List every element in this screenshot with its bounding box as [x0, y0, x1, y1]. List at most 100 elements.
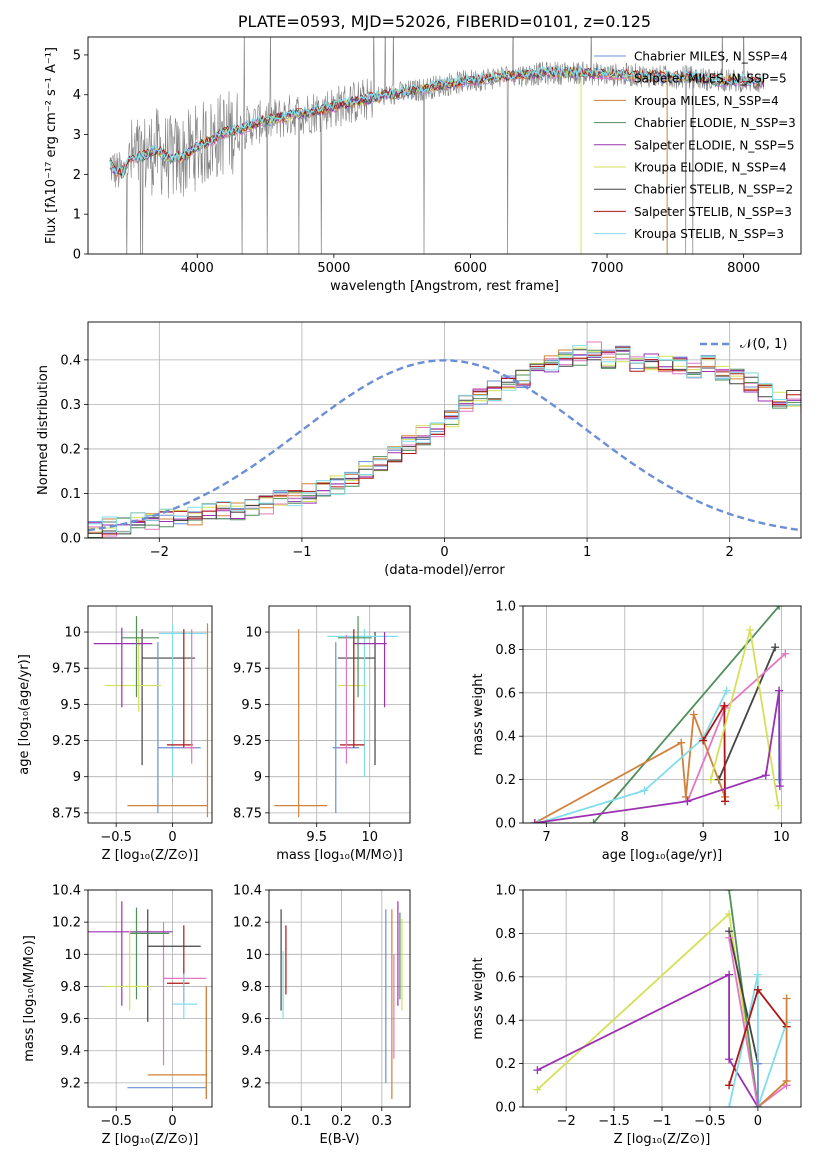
histogram-8: [88, 345, 801, 533]
tick-label-y: 2: [73, 168, 81, 183]
tick-label-y: 0.2: [60, 442, 81, 457]
tick-label-y: 0.8: [495, 643, 516, 658]
tick-label-x: −0.5: [100, 830, 132, 845]
marker-plus: [753, 1103, 762, 1107]
marker-plus: [589, 819, 598, 823]
tick-label-y: 9.75: [52, 662, 81, 677]
histogram-5: [88, 347, 801, 533]
tick-label-y: 0.4: [60, 353, 81, 368]
axis-label-x: wavelength [Angstrom, rest frame]: [330, 279, 559, 294]
tick-label-y: 0: [73, 248, 81, 263]
tick-label-y: 9.2: [241, 1076, 262, 1091]
tick-label-y: 3: [73, 128, 81, 143]
marker-plus: [775, 782, 784, 791]
marker-plus: [677, 738, 686, 747]
tick-label-x: 9.5: [306, 830, 327, 845]
axis-label-x: E(B-V): [319, 1132, 359, 1147]
marker-plus: [746, 625, 755, 634]
legend-label: Kroupa MILES, N_SSP=4: [634, 94, 779, 108]
marker-plus: [725, 1081, 734, 1090]
tick-label-y: 9.6: [60, 1012, 81, 1027]
weight-lines: [533, 890, 791, 1107]
tick-label-y: 10.4: [233, 884, 262, 899]
axes-frame: [87, 36, 802, 255]
weight-line-3: [592, 606, 780, 823]
marker-plus: [640, 786, 649, 795]
tick-label-y: 10.4: [52, 884, 81, 899]
tick-label-y: 10: [64, 626, 81, 641]
tick-label-x: 10: [361, 830, 378, 845]
marker-plus: [689, 710, 698, 719]
marker-plus: [753, 970, 762, 979]
legend-label: Salpeter STELIB, N_SSP=3: [634, 205, 792, 219]
marker-plus: [699, 736, 708, 745]
axis-label-y: mass weight: [471, 673, 486, 755]
model-line-8: [109, 64, 765, 177]
axes-frame: [87, 889, 213, 1108]
tick-label-y: 9.8: [60, 980, 81, 995]
tick-label-x: −1.5: [598, 1114, 630, 1129]
tick-label-y: 9.25: [233, 734, 262, 749]
marker-plus: [771, 643, 780, 652]
marker-plus: [721, 797, 730, 806]
axis-label-x: (data-model)/error: [384, 563, 505, 578]
tick-label-y: 9.5: [60, 698, 81, 713]
marker-plus: [683, 797, 692, 806]
normal-curve: [88, 359, 801, 532]
legend-label: Salpeter MILES, N_SSP=5: [634, 72, 787, 86]
tick-label-y: 8.75: [233, 806, 262, 821]
tick-label-y: 5: [73, 48, 81, 63]
weight-line-4: [536, 973, 759, 1107]
marker-plus: [681, 792, 690, 801]
axes-residuals: −2 −1 0 1 2 0.0 0.1 0.2 0.3 0.4 (data-model)/error…: [36, 321, 802, 578]
marker-plus: [706, 775, 715, 784]
weight-lines: [530, 606, 790, 823]
tick-label-x: 8000: [727, 261, 760, 276]
marker-plus: [720, 701, 729, 710]
tick-label-y: 9.5: [241, 698, 262, 713]
tick-label-x: 0.1: [291, 1114, 312, 1129]
axes-age-mass: 9.5 10 8.75 9 9.25 9.5 9.75 10 mass [log₁₀(M/M⊙)…: [233, 605, 411, 863]
tick-label-x: −0.5: [100, 1114, 132, 1129]
axes-weight-age: 7 8 9 10 0.0 0.2 0.4 0.6 0.8 1.0 age [log₁₀(age/yr…: [471, 600, 802, 863]
axis-label-y: mass weight: [471, 957, 486, 1039]
weight-line-8: [538, 690, 728, 823]
axes-age-Z: −0.5 0 8.75 9 9.25 9.5 9.75 10 Z [log₁₀(Z/Z⊙)] ag…: [17, 605, 213, 863]
marker-plus: [775, 606, 784, 610]
marker-plus: [753, 985, 762, 994]
tick-label-x: 9: [699, 830, 707, 845]
tick-label-y: 9.4: [241, 1044, 262, 1059]
tick-label-y: 1: [73, 208, 81, 223]
tick-label-x: 0: [168, 1114, 176, 1129]
histogram-1: [88, 341, 801, 537]
axes-frame: [268, 605, 411, 824]
tick-label-y: 10.2: [233, 916, 262, 931]
tick-label-y: 0.6: [495, 686, 516, 701]
tick-label-y: 9: [73, 770, 81, 785]
tick-label-x: 6000: [454, 261, 487, 276]
tick-label-y: 0.0: [495, 1101, 516, 1116]
tick-label-x: 5000: [317, 261, 350, 276]
axes-frame: [522, 605, 802, 824]
marker-plus: [530, 819, 539, 823]
tick-label-x: 0: [168, 830, 176, 845]
tick-label-x: −2: [557, 1114, 576, 1129]
tick-label-x: 7: [542, 830, 550, 845]
tick-label-y: 9.75: [233, 662, 262, 677]
tick-label-y: 4: [73, 88, 81, 103]
axis-label-y: age [log₁₀(age/yr)]: [17, 654, 32, 775]
axis-label-x: mass [log₁₀(M/M⊙)]: [276, 848, 403, 863]
tick-label-x: 0.2: [331, 1114, 352, 1129]
tick-label-y: 0.1: [60, 487, 81, 502]
tick-label-x: 10: [773, 830, 790, 845]
axis-label-y: Normed distribution: [36, 365, 51, 495]
weight-line-1: [686, 653, 786, 802]
legend-label: Chabrier ELODIE, N_SSP=3: [634, 116, 796, 130]
tick-label-y: 10: [245, 626, 262, 641]
legend: Chabrier MILES, N_SSP=4 Salpeter MILES, N…: [594, 50, 796, 241]
marker-plus: [725, 1103, 734, 1107]
weight-line-1: [728, 937, 788, 1107]
marker-plus: [533, 1085, 542, 1094]
marker-plus: [782, 994, 791, 1003]
